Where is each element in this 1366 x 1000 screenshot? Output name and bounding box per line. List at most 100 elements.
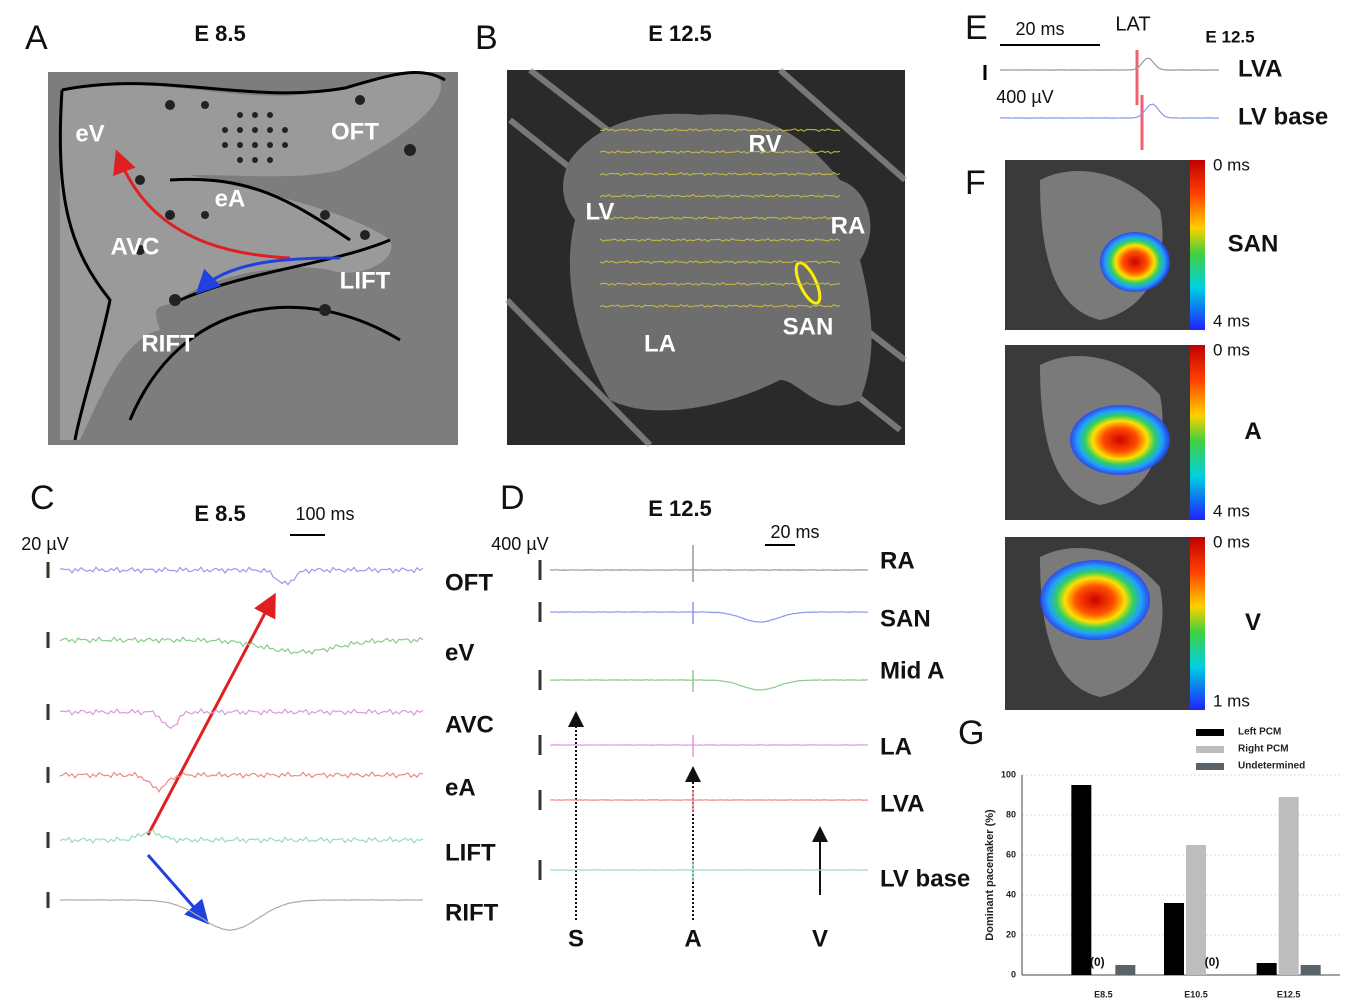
anatomy-label: LIFT (340, 267, 391, 294)
anatomy-label: LA (644, 330, 676, 357)
marker-label: LAT (1115, 13, 1150, 35)
trace-label: Mid A (880, 657, 944, 684)
y-tick-label: 80 (1006, 809, 1016, 819)
colorbar-label: 4 ms (1213, 311, 1250, 330)
heatmap-a (1070, 405, 1170, 475)
bar (1164, 903, 1184, 975)
panel-letter: E (965, 9, 988, 47)
colorbar-1 (1190, 160, 1205, 330)
scale-label: 20 ms (1015, 19, 1064, 39)
legend-label: Right PCM (1238, 744, 1289, 755)
arrow-blue-c (148, 855, 205, 920)
trace (60, 567, 423, 584)
trace (60, 772, 423, 792)
figure: A B C D E F G E 8.5 E 12.5 E 8.5 E 12.5 E 12.5 eV OFT… (0, 0, 1366, 1000)
anatomy-label: LV (586, 198, 615, 225)
trace-label: eV (445, 639, 474, 666)
arrow-red-c (148, 598, 273, 835)
bar (1301, 965, 1321, 975)
scale-label: 400 µV (996, 87, 1053, 107)
trace-label: LVA (880, 790, 924, 817)
trace (550, 870, 868, 871)
bar (1279, 797, 1299, 975)
anatomy-label: RV (749, 130, 782, 157)
anatomy-label: RIFT (141, 330, 195, 357)
legend-swatch (1196, 763, 1224, 770)
heatmap-san (1100, 232, 1170, 292)
trace (60, 830, 423, 843)
bar (1071, 785, 1091, 975)
y-axis-label: Dominant pacemaker (%) (984, 809, 996, 941)
scale-label: 400 µV (491, 534, 548, 554)
colorbar-label: 0 ms (1213, 155, 1250, 174)
x-tick-label: E10.5 (1184, 989, 1208, 999)
panel-letter: G (958, 714, 984, 752)
trace (60, 709, 423, 728)
trace-label: AVC (445, 711, 494, 738)
scale-label: 20 µV (21, 534, 68, 554)
y-tick-label: 100 (1001, 769, 1016, 779)
event-marker: V (812, 925, 828, 952)
bar (1257, 963, 1277, 975)
panel-letter: A (25, 19, 48, 57)
x-tick-label: E12.5 (1277, 989, 1301, 999)
trace-label: LIFT (445, 839, 496, 866)
trace-label: LVA (1238, 55, 1282, 82)
trace-label: RA (880, 547, 915, 574)
trace (550, 612, 868, 622)
trace (60, 637, 423, 654)
map-label: A (1244, 418, 1261, 445)
panel-letter: D (500, 479, 525, 517)
panel-title: E 8.5 (194, 21, 245, 46)
panel-title: E 12.5 (648, 21, 712, 46)
heatmap-v (1040, 560, 1150, 640)
event-marker: S (568, 925, 584, 952)
legend-swatch (1196, 729, 1224, 736)
bar (1186, 845, 1206, 975)
panel-letter: C (30, 479, 55, 517)
trace-label: SAN (880, 605, 931, 632)
trace-label: OFT (445, 569, 493, 596)
colorbar-label: 0 ms (1213, 532, 1250, 551)
x-tick-label: E8.5 (1094, 989, 1113, 999)
trace (550, 570, 868, 571)
y-tick-label: 0 (1011, 969, 1016, 979)
y-tick-label: 40 (1006, 889, 1016, 899)
trace (60, 900, 423, 930)
colorbar-label: 0 ms (1213, 340, 1250, 359)
legend-label: Undetermined (1238, 761, 1305, 772)
y-tick-label: 60 (1006, 849, 1016, 859)
colorbar-3 (1190, 537, 1205, 710)
trace (550, 680, 868, 691)
trace-label: LV base (1238, 103, 1328, 130)
anatomy-label: eA (215, 185, 246, 212)
panel-title: E 12.5 (1205, 27, 1254, 46)
legend-label: Left PCM (1238, 727, 1281, 738)
trace-label: eA (445, 774, 476, 801)
bar (1115, 965, 1135, 975)
scale-label: 100 ms (295, 504, 354, 524)
y-tick-label: 20 (1006, 929, 1016, 939)
trace-label: LA (880, 733, 912, 760)
trace (550, 800, 868, 801)
colorbar-label: 1 ms (1213, 691, 1250, 710)
panel-letter: F (965, 164, 986, 202)
trace-label: RIFT (445, 899, 499, 926)
value-label: (0) (1205, 955, 1220, 969)
anatomy-label: OFT (331, 118, 379, 145)
scale-label: 20 ms (770, 522, 819, 542)
colorbar-label: 4 ms (1213, 501, 1250, 520)
panel-title: E 12.5 (648, 496, 712, 521)
anatomy-label: AVC (111, 233, 160, 260)
value-label: (0) (1090, 955, 1105, 969)
colorbar-2 (1190, 345, 1205, 520)
panel-title: E 8.5 (194, 501, 245, 526)
anatomy-label: eV (75, 120, 104, 147)
trace-label: LV base (880, 865, 970, 892)
legend-swatch (1196, 746, 1224, 753)
panel-letter: B (475, 19, 498, 57)
trace (1000, 58, 1219, 70)
map-label: V (1245, 609, 1261, 636)
anatomy-label: RA (831, 212, 866, 239)
map-label: SAN (1228, 230, 1279, 257)
